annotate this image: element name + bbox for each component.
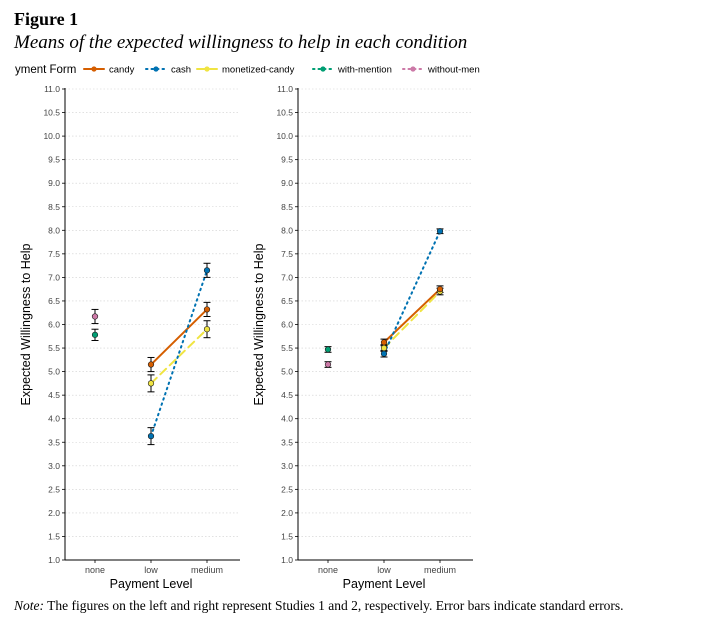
x-tick-label-none: none xyxy=(318,565,338,575)
series-line-cash xyxy=(150,269,208,438)
y-tick-label: 8.0 xyxy=(48,225,60,235)
y-tick-label: 3.0 xyxy=(281,461,293,471)
figure-note: Note: The figures on the left and right … xyxy=(14,598,624,614)
figure-label: Figure 1 xyxy=(14,9,79,29)
y-tick-label: 9.0 xyxy=(281,178,293,188)
data-point-cash xyxy=(436,228,444,235)
y-tick-label: 1.0 xyxy=(48,555,60,565)
legend-title: yment Form xyxy=(15,64,76,76)
x-tick-label-low: low xyxy=(377,565,391,575)
y-tick-label: 7.5 xyxy=(281,249,293,259)
y-tick-label: 8.5 xyxy=(48,202,60,212)
data-point-monetized-candy xyxy=(147,380,155,387)
data-point-cash xyxy=(203,267,211,274)
data-point-with-mention xyxy=(324,346,332,353)
y-tick-label: 10.5 xyxy=(43,108,60,118)
legend-label-cash: cash xyxy=(171,65,191,76)
legend-label-without-men: without-men xyxy=(427,65,480,76)
y-tick-label: 8.5 xyxy=(281,202,293,212)
legend-key-point-candy xyxy=(91,66,97,72)
y-tick-label: 5.5 xyxy=(48,343,60,353)
y-tick-label: 2.5 xyxy=(281,484,293,494)
y-tick-label: 9.5 xyxy=(281,155,293,165)
y-tick-label: 4.0 xyxy=(48,414,60,424)
legend-label-monetized-candy: monetized-candy xyxy=(222,65,295,76)
y-tick-label: 4.5 xyxy=(281,390,293,400)
y-tick-label: 10.0 xyxy=(276,131,293,141)
data-point-candy xyxy=(203,306,211,313)
x-tick-label-medium: medium xyxy=(191,565,223,575)
x-tick-label-low: low xyxy=(144,565,158,575)
data-point-with-mention xyxy=(91,331,99,338)
y-tick-label: 4.5 xyxy=(48,390,60,400)
y-tick-label: 6.0 xyxy=(48,320,60,330)
series-line-candy xyxy=(150,308,208,366)
y-tick-label: 3.5 xyxy=(48,437,60,447)
y-axis-label: Expected Willingness to Help xyxy=(252,244,266,406)
y-tick-label: 7.5 xyxy=(48,249,60,259)
data-point-candy xyxy=(436,286,444,293)
data-point-cash xyxy=(380,350,388,357)
legend-key-point-cash xyxy=(153,66,159,72)
y-tick-label: 6.5 xyxy=(281,296,293,306)
series-line-monetized-candy xyxy=(150,328,208,385)
legend-label-candy: candy xyxy=(109,65,135,76)
y-tick-label: 7.0 xyxy=(281,272,293,282)
y-tick-label: 7.0 xyxy=(48,272,60,282)
legend-key-point-without-men xyxy=(410,66,416,72)
y-tick-label: 1.5 xyxy=(281,531,293,541)
data-point-candy xyxy=(147,361,155,368)
y-tick-label: 10.5 xyxy=(276,108,293,118)
y-tick-label: 9.0 xyxy=(48,178,60,188)
note-prefix: Note: xyxy=(14,598,44,613)
note-text: The figures on the left and right repres… xyxy=(44,598,624,613)
legend-label-with-mention: with-mention xyxy=(337,65,392,76)
y-tick-label: 6.0 xyxy=(281,320,293,330)
figure-title: Means of the expected willingness to hel… xyxy=(14,32,468,53)
y-tick-label: 10.0 xyxy=(43,131,60,141)
legend-key-point-monetized-candy xyxy=(204,66,210,72)
data-point-candy xyxy=(380,339,388,346)
y-tick-label: 11.0 xyxy=(44,84,60,94)
legend: yment Form candy cash monetized-candy with-m… xyxy=(15,64,480,76)
y-tick-label: 5.5 xyxy=(281,343,293,353)
y-tick-label: 2.0 xyxy=(281,508,293,518)
series-line-cash xyxy=(383,230,441,355)
x-tick-label-none: none xyxy=(85,565,105,575)
x-axis-label: Payment Level xyxy=(110,577,193,591)
data-point-monetized-candy xyxy=(380,344,388,352)
panel-study-1: 1.0 1.5 2.0 2.5 3.0 3.5 4.0 4.5 5.0 5.5 6.0 6.5 7.0 7… xyxy=(19,84,240,591)
data-point-cash xyxy=(147,433,155,440)
data-point-without-men xyxy=(91,313,99,320)
x-axis-label: Payment Level xyxy=(343,577,426,591)
y-tick-label: 3.0 xyxy=(48,461,60,471)
y-tick-label: 8.0 xyxy=(281,225,293,235)
y-axis-label: Expected Willingness to Help xyxy=(19,244,33,406)
series-line-monetized-candy xyxy=(383,290,441,350)
y-tick-label: 4.0 xyxy=(281,414,293,424)
y-tick-label: 1.0 xyxy=(281,555,293,565)
data-point-without-men xyxy=(324,361,332,368)
series-line-candy xyxy=(383,288,441,344)
y-tick-label: 6.5 xyxy=(48,296,60,306)
y-tick-label: 9.5 xyxy=(48,155,60,165)
y-tick-label: 5.0 xyxy=(48,367,60,377)
y-tick-label: 2.5 xyxy=(48,484,60,494)
panel-study-2: 1.0 1.5 2.0 2.5 3.0 3.5 4.0 4.5 5.0 5.5 6.0 6.5 7.0 7… xyxy=(252,84,473,591)
y-tick-label: 5.0 xyxy=(281,367,293,377)
data-point-monetized-candy xyxy=(203,326,211,333)
y-tick-label: 1.5 xyxy=(48,531,60,541)
legend-key-point-with-mention xyxy=(320,66,326,72)
y-tick-label: 2.0 xyxy=(48,508,60,518)
y-tick-label: 11.0 xyxy=(277,84,293,94)
y-tick-label: 3.5 xyxy=(281,437,293,447)
x-tick-label-medium: medium xyxy=(424,565,456,575)
